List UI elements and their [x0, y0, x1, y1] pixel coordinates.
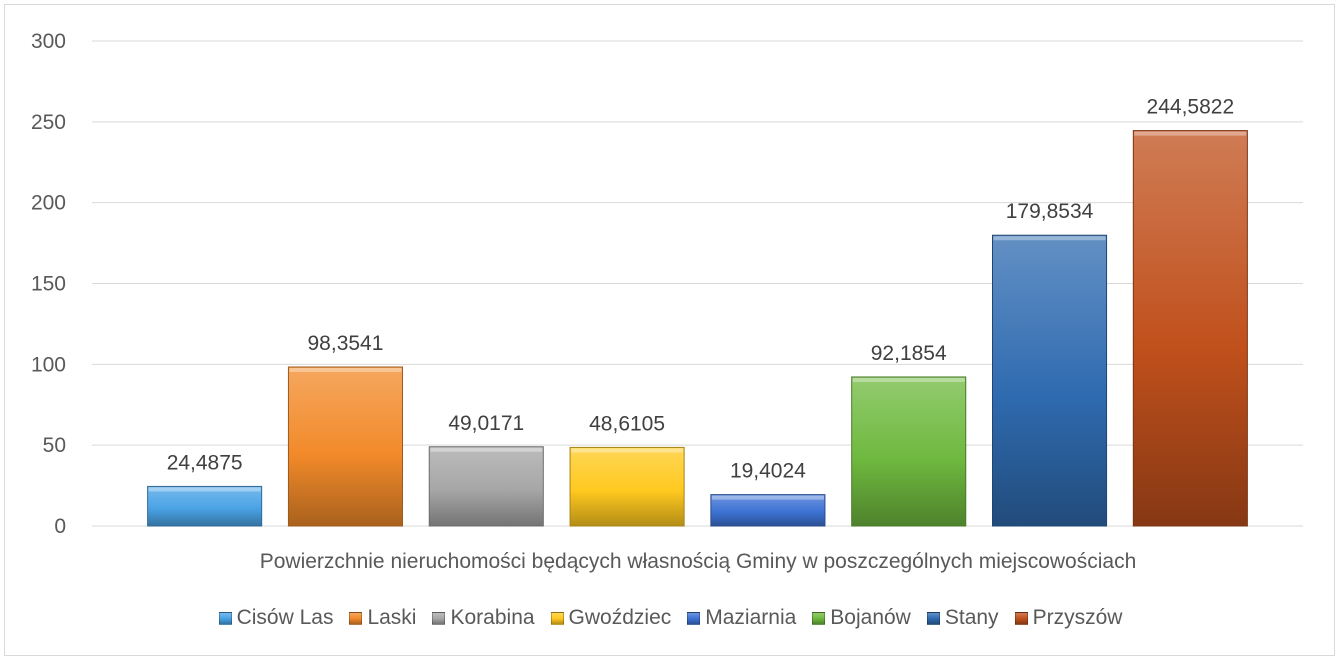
legend-swatch: [812, 611, 826, 625]
legend-swatch: [349, 611, 363, 625]
bar-highlight: [711, 495, 824, 500]
legend-item: Korabina: [432, 606, 535, 630]
data-label: 179,8534: [1006, 200, 1094, 223]
y-tick-label: 150: [31, 273, 66, 296]
legend-item: Gwoździec: [550, 606, 672, 630]
legend-item: Maziarnia: [687, 606, 796, 630]
legend-label: Bojanów: [830, 606, 911, 629]
gridlines: [92, 40, 1303, 527]
y-tick-label: 50: [43, 434, 66, 457]
legend-label: Korabina: [450, 606, 535, 629]
legend-swatch: [218, 611, 232, 625]
legend-label: Maziarnia: [705, 606, 797, 629]
legend-item: Cisów Las: [218, 606, 334, 630]
legend-swatch: [432, 611, 446, 625]
data-label: 49,0171: [448, 412, 524, 435]
bar-highlight: [571, 448, 684, 453]
y-tick-label: 100: [31, 353, 66, 376]
data-labels: 24,4875 98,3541 49,0171 48,6105 19,4024 92,18…: [167, 96, 1234, 483]
data-label: 24,4875: [167, 451, 243, 474]
y-axis-ticks: 0 50 100 150 200 250 300: [31, 30, 66, 538]
data-label: 98,3541: [308, 332, 384, 355]
bar-chart: 0 50 100 150 200 250 300 24,4875 98,3541 49,0171…: [31, 30, 1303, 573]
y-tick-label: 300: [31, 30, 66, 53]
legend: Cisów Las Laski Korabina Gwoździec Maziarnia…: [0, 606, 1341, 630]
bar-korabina: [428, 446, 544, 527]
bar-laski: [287, 366, 403, 527]
bar-highlight: [852, 377, 965, 382]
legend-swatch: [550, 611, 564, 625]
bar-bojan-w: [851, 376, 967, 527]
y-tick-label: 200: [31, 192, 66, 215]
legend-label: Gwoździec: [568, 606, 672, 629]
legend-item: Bojanów: [812, 606, 911, 630]
y-tick-label: 0: [54, 515, 66, 538]
legend-label: Przyszów: [1032, 606, 1123, 629]
bar-maziarnia: [710, 494, 826, 527]
legend-swatch: [687, 611, 701, 625]
bar-stany: [992, 234, 1108, 527]
legend-swatch: [926, 611, 940, 625]
legend-swatch: [1014, 611, 1028, 625]
category-label: Powierzchnie nieruchomości będących włas…: [260, 550, 1137, 573]
bar-gwo-dziec: [569, 446, 685, 527]
data-label: 244,5822: [1147, 96, 1235, 119]
bar-przysz-w: [1132, 130, 1248, 527]
data-label: 48,6105: [589, 412, 665, 435]
legend-label: Laski: [367, 606, 417, 629]
y-tick-label: 250: [31, 111, 66, 134]
legend-label: Stany: [944, 606, 999, 629]
bar-highlight: [148, 487, 261, 492]
legend-item: Stany: [926, 606, 999, 630]
bars: [147, 130, 1248, 527]
data-label: 19,4024: [730, 460, 806, 483]
bar-cis-w-las: [147, 485, 263, 527]
bar-highlight: [289, 367, 402, 372]
bar-highlight: [430, 447, 543, 452]
chart-frame: [4, 4, 1335, 656]
data-label: 92,1854: [871, 342, 947, 365]
bar-highlight: [993, 236, 1106, 241]
legend-label: Cisów Las: [236, 606, 334, 629]
legend-item: Laski: [349, 606, 416, 630]
legend-item: Przyszów: [1014, 606, 1123, 630]
bar-highlight: [1134, 131, 1247, 136]
